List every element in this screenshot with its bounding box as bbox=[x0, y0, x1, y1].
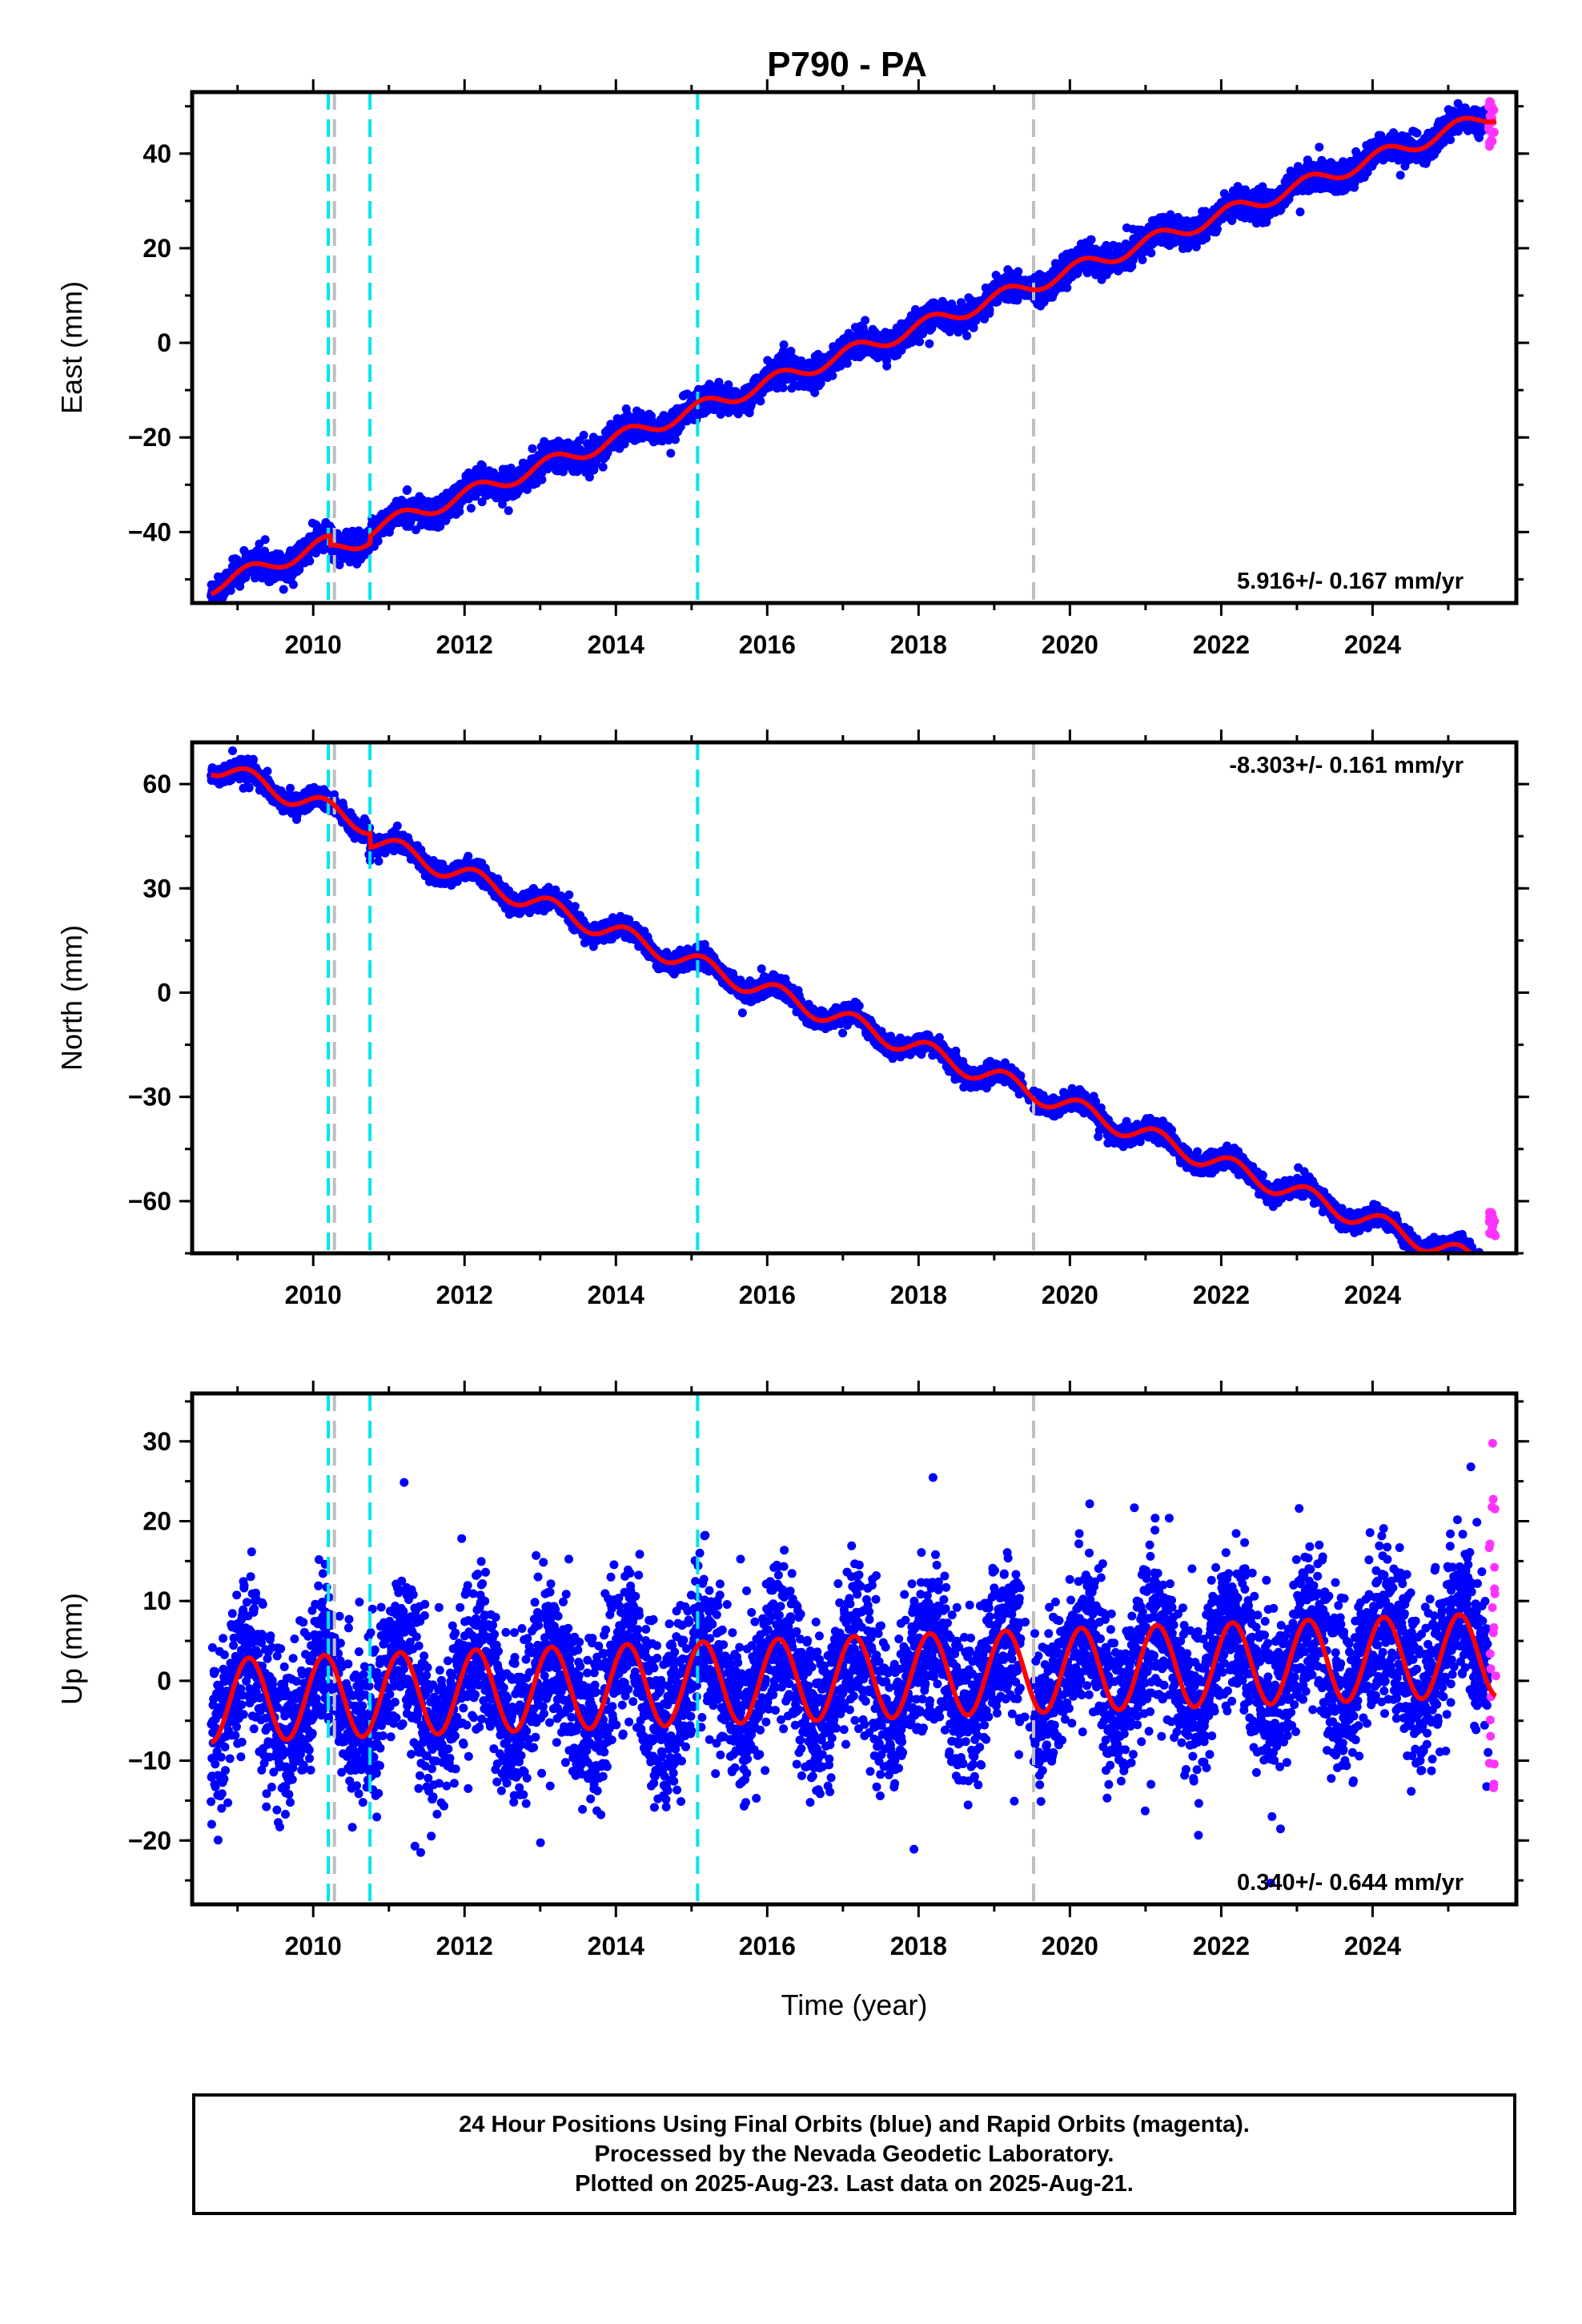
north-x-tick-label: 2022 bbox=[1193, 1281, 1250, 1309]
footer-line-processor: Processed by the Nevada Geodetic Laborat… bbox=[594, 2141, 1114, 2167]
north-x-tick-label: 2020 bbox=[1042, 1281, 1098, 1309]
north-y-axis-label: North (mm) bbox=[55, 925, 88, 1071]
north-y-tick-label: 60 bbox=[143, 770, 171, 798]
north-y-tick-label: 30 bbox=[143, 874, 171, 903]
up-x-tick-label: 2024 bbox=[1344, 1932, 1401, 1960]
chart-title: P790 - PA bbox=[767, 45, 927, 84]
up-x-tick-label: 2010 bbox=[285, 1932, 342, 1960]
east-x-tick-label: 2010 bbox=[285, 630, 342, 659]
north-final-orbit-points bbox=[207, 746, 1484, 1253]
north-x-tick-label: 2018 bbox=[890, 1281, 947, 1309]
up-y-tick-label: −20 bbox=[128, 1826, 171, 1855]
north-x-tick-label: 2014 bbox=[588, 1281, 644, 1309]
up-rapid-orbit-points bbox=[1484, 1438, 1500, 1792]
east-y-tick-label: −40 bbox=[128, 517, 171, 546]
up-x-tick-label: 2012 bbox=[436, 1932, 493, 1960]
north-x-tick-label: 2010 bbox=[285, 1281, 342, 1309]
north-x-tick-label: 2024 bbox=[1344, 1281, 1401, 1309]
up-y-tick-label: 10 bbox=[143, 1586, 171, 1615]
up-y-axis-label: Up (mm) bbox=[55, 1593, 88, 1705]
north-rapid-orbit-points bbox=[1484, 1208, 1500, 1240]
up-x-axis-label: Time (year) bbox=[781, 1988, 928, 2021]
up-y-tick-label: −10 bbox=[128, 1747, 171, 1775]
up-y-tick-label: 20 bbox=[143, 1507, 171, 1536]
east-y-tick-label: 0 bbox=[157, 328, 171, 357]
up-frame bbox=[190, 1391, 1519, 1907]
up-x-tick-label: 2020 bbox=[1042, 1932, 1098, 1960]
panel-north: 2010 2012 2014 2016 2018 2020 2022 2024 −60 −30 0 3… bbox=[55, 730, 1529, 1309]
east-final-orbit-points bbox=[207, 99, 1493, 603]
footer-caption-box: 24 Hour Positions Using Final Orbits (bl… bbox=[192, 2093, 1516, 2215]
east-x-tick-label: 2022 bbox=[1193, 630, 1250, 659]
up-plot-area bbox=[207, 1393, 1500, 1904]
east-x-tick-label: 2016 bbox=[739, 630, 796, 659]
up-x-tick-label: 2022 bbox=[1193, 1932, 1250, 1960]
footer-line-orbits: 24 Hour Positions Using Final Orbits (bl… bbox=[459, 2111, 1250, 2137]
up-y-tick-label: 0 bbox=[157, 1667, 171, 1695]
east-frame bbox=[190, 90, 1519, 605]
north-y-tick-label: 0 bbox=[157, 978, 171, 1007]
up-model-fit-line bbox=[211, 1611, 1497, 1745]
footer-line-dates: Plotted on 2025-Aug-23. Last data on 202… bbox=[575, 2170, 1134, 2197]
up-velocity-label: 0.340+/- 0.644 mm/yr bbox=[1237, 1870, 1464, 1896]
east-x-tick-label: 2014 bbox=[588, 630, 644, 659]
up-y-tick-label: 30 bbox=[143, 1427, 171, 1456]
east-model-fit-line bbox=[210, 115, 1497, 597]
north-x-tick-label: 2012 bbox=[436, 1281, 493, 1309]
east-x-tick-label: 2012 bbox=[436, 630, 493, 659]
east-x-tick-label: 2024 bbox=[1344, 630, 1401, 659]
north-velocity-label: -8.303+/- 0.161 mm/yr bbox=[1229, 753, 1464, 778]
east-x-tick-label: 2020 bbox=[1042, 630, 1098, 659]
up-x-tick-label: 2016 bbox=[739, 1932, 796, 1960]
up-x-tick-label: 2014 bbox=[588, 1932, 644, 1960]
up-final-orbit-points bbox=[207, 1462, 1493, 1888]
panel-east: 2010 2012 2014 2016 2018 2020 2022 2024 −40 −20 0 2… bbox=[55, 79, 1529, 659]
east-velocity-label: 5.916+/- 0.167 mm/yr bbox=[1237, 569, 1464, 594]
east-x-tick-label: 2018 bbox=[890, 630, 947, 659]
east-plot-area bbox=[207, 92, 1499, 603]
east-y-axis-label: East (mm) bbox=[55, 281, 88, 414]
panels: 2010 2012 2014 2016 2018 2020 2022 2024−40−2002… bbox=[55, 79, 1529, 2021]
east-y-tick-label: 20 bbox=[143, 234, 171, 263]
up-x-tick-label: 2018 bbox=[890, 1932, 947, 1960]
east-y-tick-label: −20 bbox=[128, 423, 171, 452]
north-y-tick-label: −60 bbox=[128, 1187, 171, 1216]
north-x-tick-label: 2016 bbox=[739, 1281, 796, 1309]
north-plot-area bbox=[207, 742, 1500, 1253]
north-model-fit-line bbox=[210, 766, 1475, 1253]
panel-up: 2010 2012 2014 2016 2018 2020 2022 2024 −20 −10 0 1… bbox=[55, 1381, 1529, 2021]
north-frame bbox=[190, 740, 1519, 1256]
north-y-tick-label: −30 bbox=[128, 1083, 171, 1112]
east-y-tick-label: 40 bbox=[143, 139, 171, 168]
